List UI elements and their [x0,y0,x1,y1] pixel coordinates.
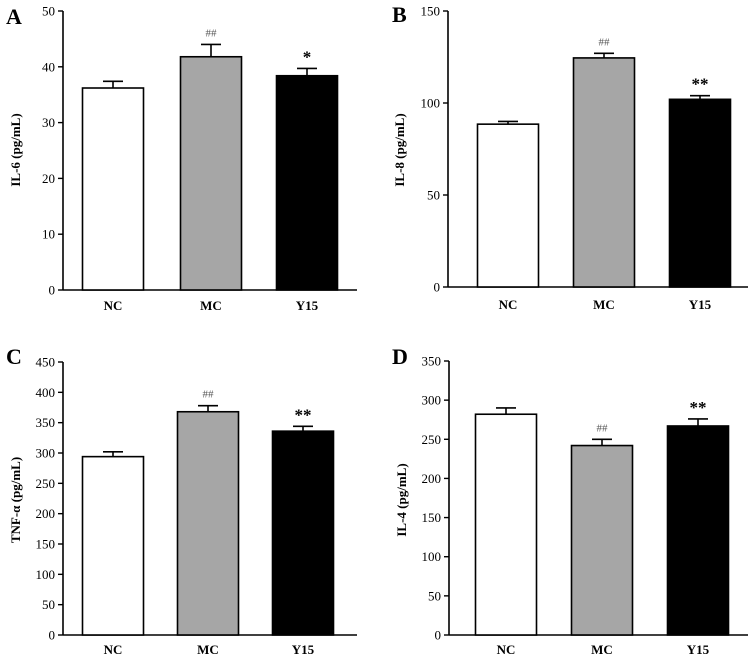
panel-a-bar-nc [81,87,145,291]
panel-d-y-tick-label-250: 250 [422,432,442,447]
panel-d-y-tick-label-200: 200 [422,471,442,486]
panel-b-letter: B [392,2,407,27]
panel-a-letter: A [6,4,22,29]
panel-c-y-tick-label-250: 250 [36,476,56,491]
panel-b-significance-mc: ## [599,36,611,48]
panel-c-category-label-mc: MC [197,642,219,657]
panel-b-y-tick-label-0: 0 [434,280,441,295]
panel-c-category-label-y15: Y15 [292,642,315,657]
panel-c-bar-nc [81,455,145,636]
panel-c-significance-mc: ## [203,389,215,401]
panel-b-y-tick-label-50: 50 [427,188,440,203]
panel-d-bar-y15 [666,425,730,636]
panel-a-y-axis-title: IL-6 (pg/mL) [8,113,23,186]
panel-d-y-tick-label-100: 100 [422,549,442,564]
panel-d-significance-mc: ## [597,422,609,434]
panel-d-y-tick-label-0: 0 [435,628,442,643]
panel-b-bar-mc [572,57,636,288]
panel-a-y-tick-label-20: 20 [42,171,55,186]
panel-b-chart: B IL-8 (pg/mL) NC MC Y15 0 50 100 150 ## ** [392,2,748,312]
panel-b-bar-nc [476,123,540,288]
panel-c-y-axis-title: TNF-α (pg/mL) [8,457,23,543]
panel-c-chart: C TNF-α (pg/mL) NC MC Y15 0 50 100 150 200 25… [6,344,357,657]
panel-a-category-label-nc: NC [104,298,123,313]
panel-c-y-tick-label-0: 0 [49,628,56,643]
panel-c-y-tick-label-350: 350 [36,415,56,430]
panel-d-y-axis-title: IL-4 (pg/mL) [394,463,409,536]
panel-d-y-tick-label-300: 300 [422,393,442,408]
panel-c-y-tick-label-400: 400 [36,385,56,400]
panel-b-category-label-nc: NC [499,297,518,312]
panel-c-y-tick-label-450: 450 [36,355,56,370]
panel-b-y-tick-label-100: 100 [421,96,441,111]
panel-a-bar-mc [179,55,243,291]
panel-b-y-axis-title: IL-8 (pg/mL) [392,113,407,186]
panel-c-significance-y15: ** [295,405,312,424]
panel-a-y-tick-label-30: 30 [42,115,55,130]
panel-c-letter: C [6,344,22,369]
panel-d-y-tick-label-150: 150 [422,510,442,525]
panel-a-y-tick-label-10: 10 [42,227,55,242]
panel-d-category-label-y15: Y15 [687,642,710,657]
panel-a-significance-mc: ## [206,27,218,39]
panel-d-chart: D IL-4 (pg/mL) NC MC Y15 0 50 100 150 200 250… [392,344,748,657]
panel-d-significance-y15: ** [690,398,707,417]
panel-b-y-tick-label-150: 150 [421,4,441,19]
panel-d-y-tick-label-350: 350 [422,354,442,369]
panel-d-bar-mc [570,444,634,636]
panel-b-category-label-mc: MC [593,297,615,312]
panel-d-y-tick-label-50: 50 [428,588,441,603]
panel-c-y-tick-label-100: 100 [36,567,56,582]
panel-a-chart: A IL-6 (pg/mL) NC MC Y15 0 10 20 30 40 50 ## * [6,4,357,313]
panel-c-bar-y15 [271,430,335,636]
panel-b-bar-y15 [668,98,732,288]
panel-a-y-tick-label-0: 0 [49,283,56,298]
panel-b-category-label-y15: Y15 [689,297,712,312]
panel-d-category-label-nc: NC [497,642,516,657]
panel-a-y-tick-label-50: 50 [42,4,55,19]
panel-a-y-tick-label-40: 40 [42,59,55,74]
panel-a-bar-y15 [275,74,339,291]
panel-c-bar-mc [176,410,240,636]
panel-a-category-label-y15: Y15 [296,298,319,313]
panel-d-category-label-mc: MC [591,642,613,657]
panel-c-y-tick-label-300: 300 [36,446,56,461]
panel-c-category-label-nc: NC [104,642,123,657]
panel-b-significance-y15: ** [692,75,709,94]
panel-c-y-tick-label-150: 150 [36,537,56,552]
panel-d-letter: D [392,344,408,369]
panel-a-significance-y15: * [303,47,312,66]
panel-c-y-tick-label-200: 200 [36,506,56,521]
panel-a-category-label-mc: MC [200,298,222,313]
panel-d-bar-nc [474,413,538,636]
panel-c-y-tick-label-50: 50 [42,597,55,612]
